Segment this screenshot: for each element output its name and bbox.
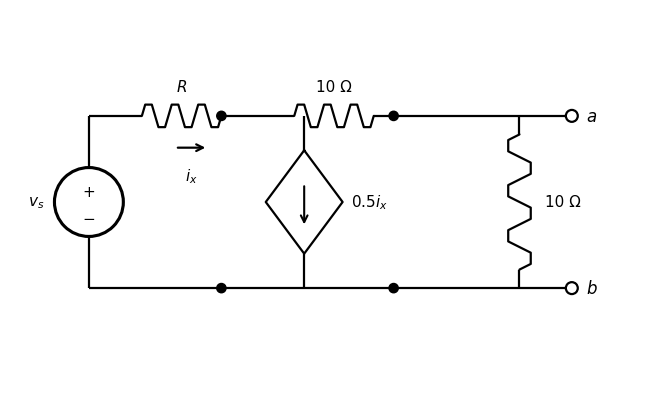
Text: $-$: $-$	[82, 209, 96, 224]
Circle shape	[389, 284, 398, 293]
Text: 10 Ω: 10 Ω	[316, 80, 352, 95]
Text: $v_s$: $v_s$	[28, 195, 44, 210]
Circle shape	[216, 284, 226, 293]
Text: $i_x$: $i_x$	[185, 167, 198, 185]
Text: $b$: $b$	[587, 279, 598, 297]
Text: 10 Ω: 10 Ω	[544, 195, 580, 210]
Text: $a$: $a$	[587, 108, 597, 126]
Text: $R$: $R$	[176, 79, 187, 95]
Circle shape	[216, 112, 226, 121]
Text: +: +	[83, 184, 96, 199]
Text: 0.5$i_x$: 0.5$i_x$	[351, 193, 387, 212]
Circle shape	[389, 112, 398, 121]
